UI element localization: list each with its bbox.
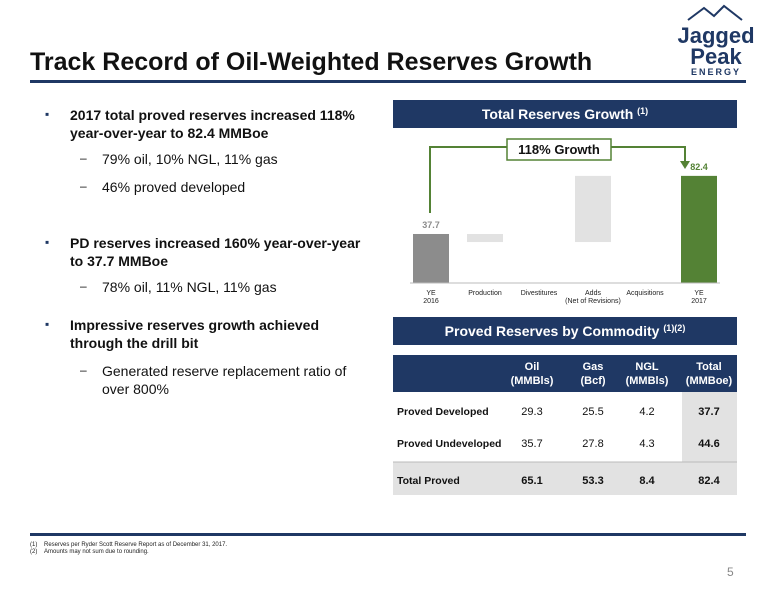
growth-arrow (680, 161, 690, 169)
column-header: Oil (525, 361, 540, 373)
logo-text: Jagged (677, 23, 754, 48)
x-tick-label: 2016 (423, 298, 439, 305)
column-header: (MMBls) (626, 375, 669, 387)
column-header: (Bcf) (580, 375, 605, 387)
bullet-marker: – (80, 363, 87, 377)
cell: 35.7 (521, 438, 542, 450)
x-tick-label: 2017 (691, 298, 707, 305)
logo-text: Peak (690, 44, 742, 69)
logo-text: ENERGY (691, 67, 741, 77)
cell: 8.4 (639, 475, 655, 487)
cell: 27.8 (582, 438, 603, 450)
data-label: 37.7 (422, 220, 440, 230)
column-header: (MMBoe) (686, 375, 733, 387)
row-label: Total Proved (397, 475, 460, 487)
bullet-text: Generated reserve replacement ratio of o… (102, 363, 347, 397)
table-title: Proved Reserves by Commodity (1)(2) (445, 323, 686, 339)
x-tick-label: Adds (585, 290, 601, 297)
column-header: NGL (635, 361, 659, 373)
footnote-mark: (2) (30, 549, 37, 555)
bullet-marker: ▪ (45, 235, 50, 249)
logo-mountain (687, 4, 743, 21)
x-tick-label: Production (468, 290, 502, 297)
bullet-text: 2017 total proved reserves increased 118… (70, 107, 355, 141)
table-header (393, 317, 737, 345)
cell: 29.3 (521, 406, 542, 418)
total-column-bg (682, 392, 737, 462)
bullet-marker: ▪ (45, 317, 50, 331)
cell: 25.5 (582, 406, 603, 418)
column-header-bg (393, 355, 737, 392)
x-tick-label: Divestitures (521, 290, 558, 297)
cell: 44.6 (698, 438, 719, 450)
growth-box (506, 138, 612, 161)
column-header: Total (696, 361, 721, 373)
bullet-text: 78% oil, 11% NGL, 11% gas (102, 279, 277, 295)
row-label: Proved Developed (397, 406, 489, 418)
x-tick-label: Acquisitions (626, 290, 664, 297)
bullet-marker: – (80, 279, 87, 293)
bullet-text: 79% oil, 10% NGL, 11% gas (102, 151, 278, 167)
column-header: (MMBls) (511, 375, 554, 387)
bullet-marker: – (80, 151, 87, 165)
bar (413, 233, 449, 283)
footnote-text: Amounts may not sum due to rounding. (44, 549, 149, 555)
chart-title: Total Reserves Growth (1) (482, 106, 648, 122)
bullet-text: 46% proved developed (102, 179, 246, 195)
x-tick-label: YE (426, 290, 436, 297)
chart-header (393, 100, 737, 128)
bullet-text: Impressive reserves growth achieved thro… (70, 317, 320, 351)
bar (575, 175, 611, 243)
footer-rule (30, 533, 746, 536)
column-header: Gas (583, 361, 604, 373)
bar (681, 175, 717, 283)
row-label: Proved Undeveloped (397, 438, 501, 450)
total-row-bg (393, 462, 737, 495)
bullet-text: PD reserves increased 160% year-over-yea… (70, 235, 361, 269)
cell: 4.2 (639, 406, 654, 418)
x-tick-label: (Net of Revisions) (565, 298, 621, 305)
cell: 37.7 (698, 406, 719, 418)
footnotes: (1) Reserves per Ryder Scott Reserve Repo… (30, 542, 227, 555)
data-label: 82.4 (690, 162, 708, 172)
table: Oil (MMBls) Gas (Bcf) NGL (MMBls) Total (MMBoe)… (393, 361, 737, 487)
footnote-text: Reserves per Ryder Scott Reserve Report … (44, 542, 227, 548)
title-rule (30, 80, 746, 83)
bullet-marker: ▪ (45, 107, 50, 121)
x-tick-label: YE (694, 290, 704, 297)
cell: 82.4 (698, 475, 720, 487)
footnote-mark: (1) (30, 542, 37, 548)
cell: 53.3 (582, 475, 603, 487)
growth-annotation: 118% Growth (518, 142, 600, 157)
bar (467, 233, 503, 243)
cell: 65.1 (521, 475, 542, 487)
bullet-marker: – (80, 179, 87, 193)
page-number: 5 (727, 565, 734, 579)
cell: 4.3 (639, 438, 654, 450)
slide-title: Track Record of Oil-Weighted Reserves Gr… (30, 48, 592, 76)
